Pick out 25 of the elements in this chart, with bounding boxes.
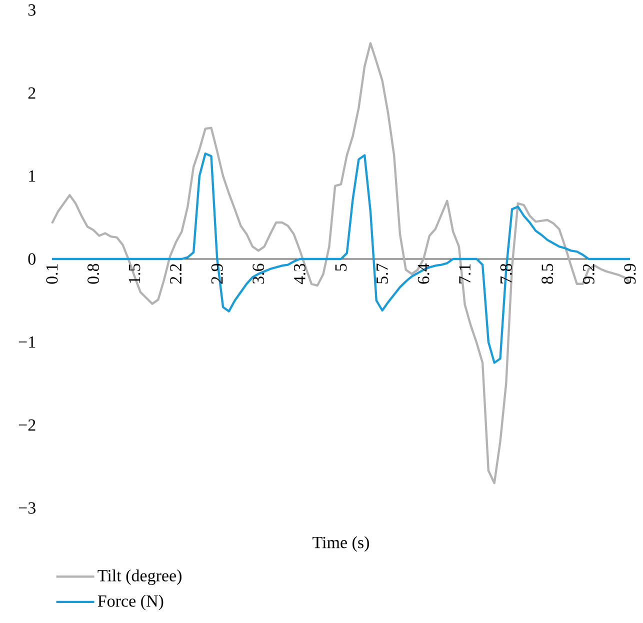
y-tick-label: −1 xyxy=(18,336,36,348)
x-tick-label: 7.8 xyxy=(500,264,512,284)
x-tick-label: 7.1 xyxy=(459,264,471,284)
y-tick-label: −2 xyxy=(18,419,36,431)
y-tick-label: −3 xyxy=(18,502,36,514)
x-tick-label: 0.1 xyxy=(46,264,58,284)
x-tick-label: 0.8 xyxy=(88,264,100,284)
x-tick-label: 5 xyxy=(335,264,347,271)
x-tick-label: 2.2 xyxy=(170,264,182,284)
x-axis-title: Time (s) xyxy=(312,536,369,552)
x-tick-label: 3.6 xyxy=(252,264,264,284)
x-tick-label: 9.9 xyxy=(624,264,636,284)
y-tick-label: 3 xyxy=(28,4,36,16)
x-tick-label: 6.4 xyxy=(418,263,430,284)
x-tick-label: 1.5 xyxy=(128,264,140,283)
x-tick-label: 9.2 xyxy=(582,264,594,284)
x-tick-label: 2.9 xyxy=(211,264,223,284)
y-tick-label: 1 xyxy=(29,170,36,182)
x-tick-label: 4.3 xyxy=(294,264,306,284)
x-tick-label: 5.7 xyxy=(376,264,388,284)
legend-label: Force (N) xyxy=(98,594,164,610)
y-tick-label: 0 xyxy=(28,253,36,265)
y-tick-label: 2 xyxy=(28,87,36,99)
legend-label: Tilt (degree) xyxy=(98,569,182,585)
x-tick-label: 8.5 xyxy=(542,264,554,284)
